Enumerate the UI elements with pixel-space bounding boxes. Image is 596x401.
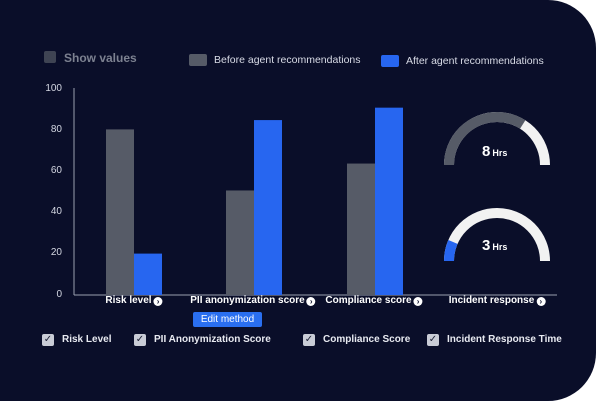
bar-before (226, 190, 254, 295)
gauge-value-incident-after: 3 Hrs (482, 237, 507, 255)
check-icon[interactable]: ✓ (427, 334, 439, 346)
y-tick-label: 0 (56, 289, 62, 300)
show-values-label[interactable]: Show values (64, 51, 137, 65)
category-link-pii-anonymization-score[interactable]: PII anonymization score › (190, 295, 316, 306)
legend-label-after: After agent recommendations (406, 55, 544, 67)
category-label: Incident response (448, 295, 535, 306)
category-link-incident-response[interactable]: Incident response › (449, 295, 546, 306)
gauge-track (444, 208, 550, 262)
y-tick-label: 100 (45, 83, 62, 94)
legend-label-before: Before agent recommendations (214, 54, 361, 66)
category-label: Compliance score (325, 295, 412, 306)
legend-swatch-before (189, 54, 207, 66)
filter-label: PII Anonymization Score (154, 334, 271, 345)
bar-after (375, 107, 403, 295)
legend-swatch-after (381, 55, 399, 67)
category-link-compliance-score[interactable]: Compliance score › (325, 295, 423, 306)
gauge-number: 8 (482, 143, 491, 160)
arrow-circle-right-icon: › (306, 297, 316, 306)
gauge-unit: Hrs (492, 242, 508, 252)
bar-before (347, 163, 375, 295)
check-icon[interactable]: ✓ (303, 334, 315, 346)
gauge-fill (444, 239, 458, 262)
category-link-risk-level[interactable]: Risk level › (105, 295, 163, 306)
arrow-circle-right-icon: › (536, 297, 546, 306)
gauge-fill (444, 112, 526, 166)
y-tick-label: 40 (50, 206, 62, 217)
y-tick-label: 80 (50, 124, 62, 135)
show-values-checkbox[interactable] (44, 51, 56, 63)
category-label: PII anonymization score (190, 295, 305, 306)
filter-label: Risk Level (62, 334, 112, 345)
bar-after (134, 253, 162, 295)
bar-before (106, 129, 134, 295)
arrow-circle-right-icon: › (413, 297, 423, 306)
filter-label: Compliance Score (323, 334, 411, 345)
y-tick-label: 60 (50, 165, 62, 176)
check-icon[interactable]: ✓ (42, 334, 54, 346)
gauge-number: 3 (482, 237, 491, 254)
gauge-unit: Hrs (492, 148, 508, 158)
category-label: Risk level (105, 295, 152, 306)
check-icon[interactable]: ✓ (134, 334, 146, 346)
arrow-circle-right-icon: › (153, 297, 163, 306)
edit-method-button[interactable]: Edit method (193, 312, 262, 327)
y-tick-label: 20 (50, 247, 62, 258)
gauge-value-incident-before: 8 Hrs (482, 143, 507, 161)
filter-label: Incident Response Time (447, 334, 562, 345)
bar-after (254, 120, 282, 296)
